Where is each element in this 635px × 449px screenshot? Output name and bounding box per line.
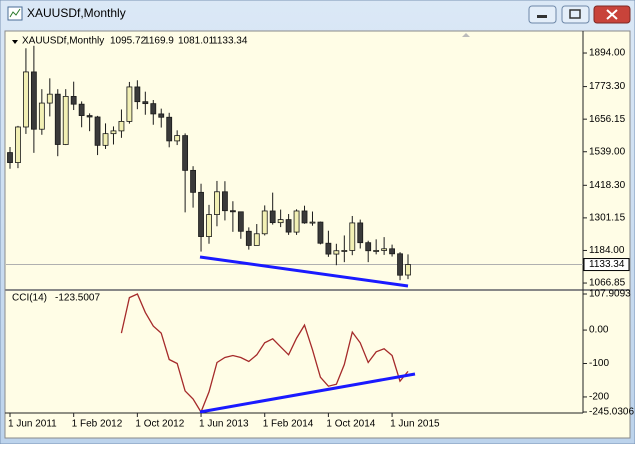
candle-body: [269, 210, 276, 224]
candle-body: [118, 121, 125, 132]
candle-body: [150, 103, 157, 115]
restore-button[interactable]: [561, 5, 590, 24]
candle-body: [62, 95, 69, 145]
candle-body: [142, 101, 149, 105]
y-tick-label: 1066.85: [589, 278, 626, 289]
candle-body: [317, 221, 324, 244]
indicator-value: -123.5007: [55, 293, 100, 304]
candle-body: [222, 191, 228, 212]
ohlc-open: 1095.72: [110, 36, 147, 47]
candle-body: [285, 219, 292, 233]
chart-area: [4, 30, 631, 439]
candle-body: [7, 152, 13, 163]
x-tick-label: 1 Oct 2012: [135, 419, 184, 430]
candle-body: [198, 191, 204, 237]
candle-body: [245, 230, 252, 246]
candle-body: [389, 248, 395, 255]
candle-body: [381, 248, 388, 251]
scroll-marker: [462, 33, 470, 37]
candle-body: [325, 242, 332, 255]
candle-body: [237, 211, 244, 232]
x-tick-label: 1 Jun 2013: [199, 419, 249, 430]
candle-body: [333, 250, 340, 255]
y-tick-label: -100: [589, 358, 609, 369]
y-tick-label: 1656.15: [589, 114, 626, 125]
cci-trendline: [199, 372, 416, 414]
ohlc-high: 1169.9: [144, 36, 174, 47]
minimize-button[interactable]: [528, 5, 557, 24]
candle-body: [261, 210, 268, 235]
candle-body: [405, 264, 411, 276]
candle-body: [229, 210, 236, 213]
y-tick-label: -200: [589, 392, 609, 403]
candle-body: [110, 130, 117, 135]
candle-body: [134, 86, 141, 103]
x-tick-label: 1 Oct 2014: [326, 419, 375, 430]
y-tick-label: 1773.30: [589, 81, 626, 92]
candle-body: [357, 222, 364, 244]
symbol-marker: [12, 40, 18, 44]
indicator-label: CCI(14): [12, 293, 47, 304]
candle-body: [397, 253, 403, 276]
x-tick-label: 1 Jun 2011: [8, 419, 57, 430]
y-tick-label: 1301.15: [589, 213, 626, 224]
candle-body: [70, 95, 77, 105]
candle-body: [94, 116, 101, 146]
close-button[interactable]: [593, 5, 631, 24]
x-tick-label: 1 Feb 2012: [72, 419, 123, 430]
candle-body: [301, 210, 308, 224]
candle-body: [214, 191, 220, 215]
candle-body: [341, 250, 348, 252]
candle-body: [293, 210, 300, 233]
candle-body: [38, 102, 45, 130]
x-tick-label: 1 Jun 2015: [390, 419, 440, 430]
candle-body: [174, 135, 181, 142]
y-tick-label: 0.00: [589, 325, 609, 336]
y-tick-label: 1418.30: [589, 180, 626, 191]
candle-body: [277, 219, 284, 224]
ohlc-low: 1081.01: [178, 36, 215, 47]
candle-body: [30, 71, 37, 130]
ohlc-close: 1133.34: [212, 36, 248, 47]
current-price-label: 1133.34: [589, 259, 625, 270]
window-icon-glyph: [9, 8, 21, 18]
candle-body: [373, 250, 380, 252]
candle-body: [102, 133, 109, 146]
y-tick-label: 1539.00: [589, 146, 626, 157]
candle-body: [190, 169, 196, 193]
candle-body: [23, 71, 29, 128]
candle-body: [126, 86, 133, 122]
y-tick-label: -245.0306: [589, 407, 634, 418]
symbol-label: XAUUSDf,Monthly: [22, 36, 104, 47]
candle-body: [54, 93, 61, 145]
window-title: XAUUSDf,Monthly: [27, 6, 126, 20]
candle-body: [182, 135, 189, 171]
candle-body: [365, 242, 372, 252]
x-tick-label: 1 Feb 2014: [263, 419, 314, 430]
cci-line: [120, 293, 409, 414]
candle-body: [86, 115, 93, 118]
candle-body: [206, 214, 212, 237]
candle-body: [166, 116, 173, 142]
candle-body: [15, 126, 21, 163]
candle-body: [46, 93, 53, 104]
y-tick-label: 107.9093: [589, 289, 631, 300]
candle-body: [253, 233, 260, 246]
candle-body: [78, 103, 85, 116]
candle-body: [158, 113, 165, 118]
candle-body: [349, 222, 356, 251]
y-tick-label: 1184.00: [589, 245, 625, 256]
current-price-box: [583, 258, 630, 272]
candle-body: [309, 221, 316, 224]
y-tick-label: 1894.00: [589, 48, 626, 59]
price-trendline: [199, 255, 409, 288]
